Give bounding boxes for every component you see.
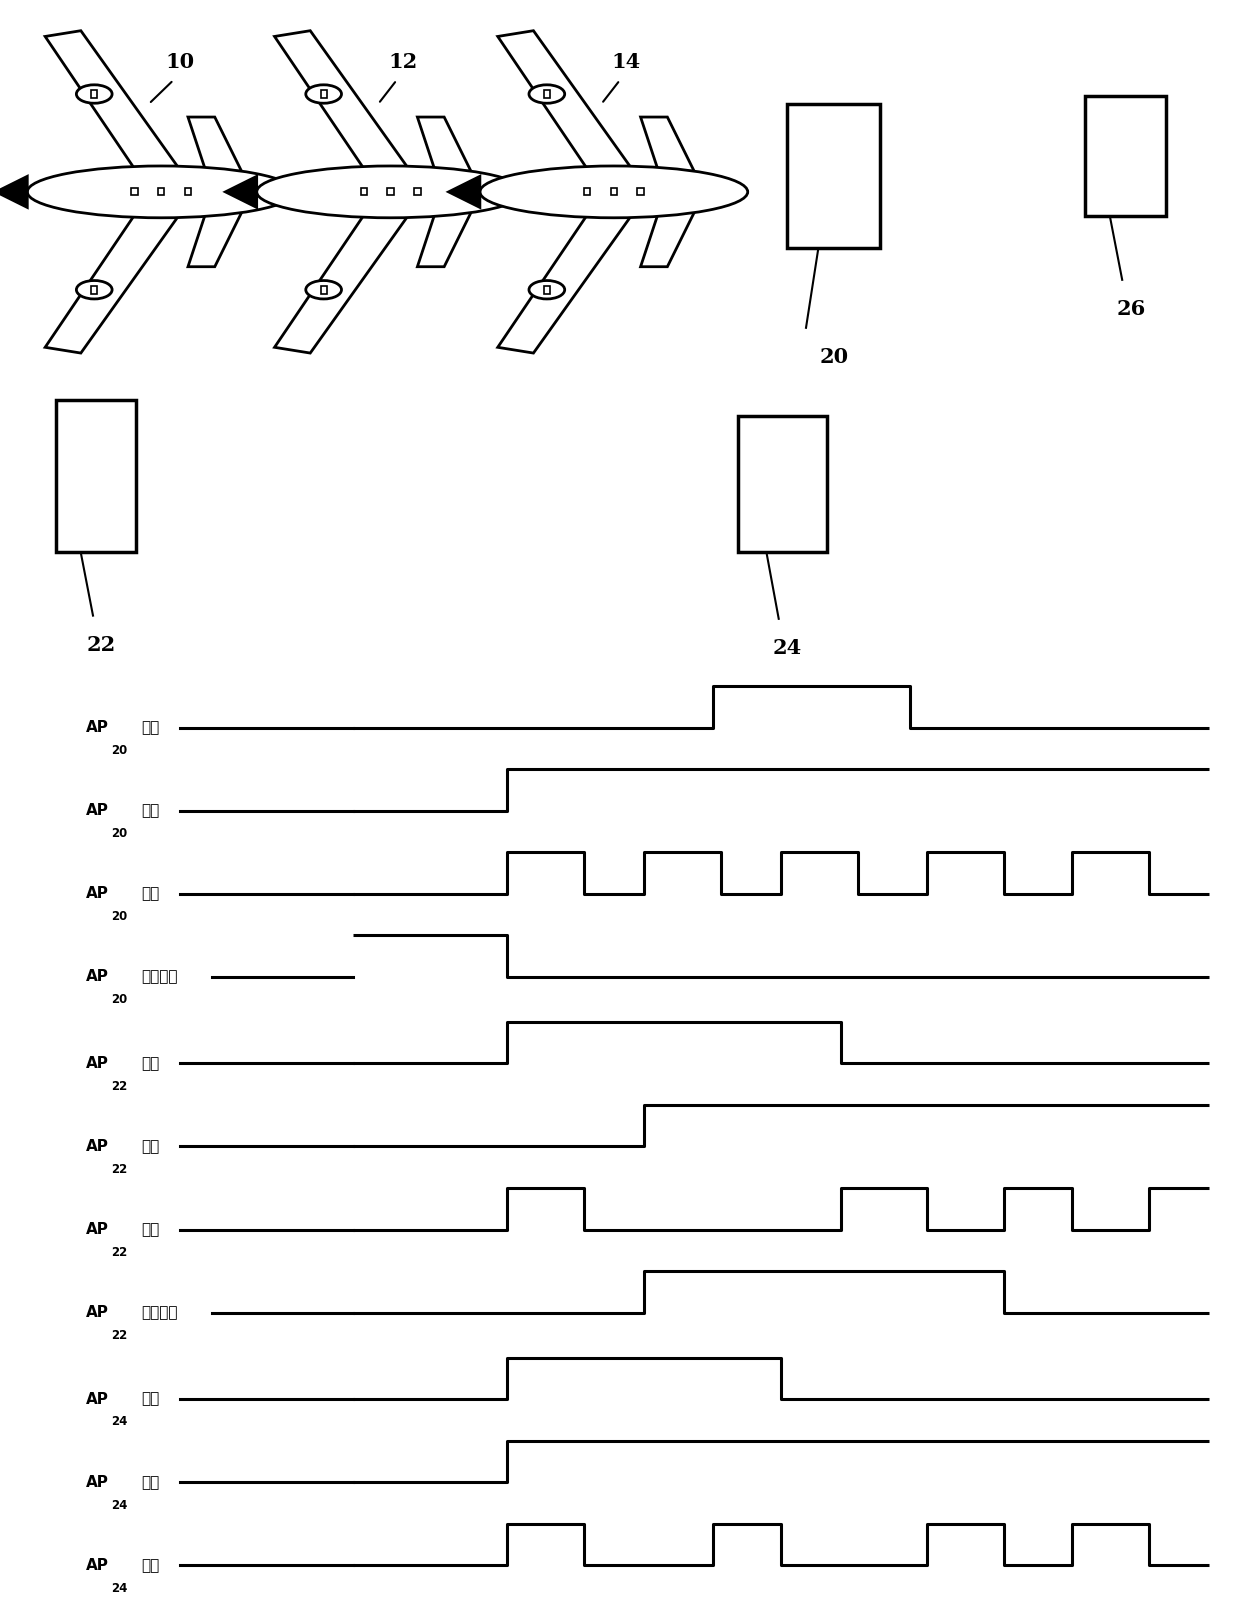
Text: AP: AP: [87, 1305, 109, 1321]
Text: 22: 22: [87, 635, 117, 656]
Text: AP: AP: [87, 1391, 109, 1407]
Bar: [320, 286, 327, 294]
Bar: [56, 400, 136, 552]
Polygon shape: [641, 213, 694, 267]
Bar: [543, 286, 551, 294]
Text: AP: AP: [87, 1055, 109, 1071]
Text: 20: 20: [820, 347, 849, 368]
Text: 工场: 工场: [141, 803, 160, 819]
Text: 机组: 机组: [141, 886, 160, 902]
Ellipse shape: [529, 85, 564, 104]
Bar: [738, 416, 827, 552]
Polygon shape: [641, 117, 694, 171]
Bar: [1085, 96, 1166, 216]
Ellipse shape: [77, 85, 112, 104]
Text: 20: 20: [112, 993, 128, 1006]
Text: AP: AP: [87, 886, 109, 902]
Polygon shape: [45, 216, 179, 353]
Text: 22: 22: [112, 1079, 128, 1092]
Bar: [320, 90, 327, 98]
Text: 24: 24: [112, 1498, 128, 1511]
Polygon shape: [188, 117, 242, 171]
Bar: [91, 90, 98, 98]
Ellipse shape: [480, 166, 748, 217]
Polygon shape: [497, 30, 631, 168]
Text: 12: 12: [388, 51, 418, 72]
Text: 22: 22: [112, 1329, 128, 1342]
Polygon shape: [274, 216, 408, 353]
Bar: [543, 90, 551, 98]
Text: AP: AP: [87, 1474, 109, 1490]
Polygon shape: [418, 117, 471, 171]
Text: 备用飞机: 备用飞机: [141, 969, 177, 985]
Text: 20: 20: [112, 744, 128, 756]
Text: 机组: 机组: [141, 1222, 160, 1238]
Text: 14: 14: [611, 51, 641, 72]
Bar: [91, 286, 98, 294]
Text: 24: 24: [112, 1415, 128, 1428]
Polygon shape: [45, 30, 179, 168]
Bar: [157, 189, 165, 195]
Ellipse shape: [77, 280, 112, 299]
Bar: [361, 189, 367, 195]
Text: 零件: 零件: [141, 720, 160, 736]
Bar: [637, 189, 644, 195]
Text: 机组: 机组: [141, 1557, 160, 1573]
Text: AP: AP: [87, 720, 109, 736]
Text: AP: AP: [87, 1222, 109, 1238]
Text: 24: 24: [773, 638, 802, 659]
Ellipse shape: [306, 280, 341, 299]
Ellipse shape: [306, 85, 341, 104]
Text: 26: 26: [1116, 299, 1146, 320]
Text: 22: 22: [112, 1246, 128, 1258]
Polygon shape: [449, 176, 480, 208]
Polygon shape: [418, 213, 471, 267]
Ellipse shape: [257, 166, 525, 217]
Bar: [787, 104, 880, 248]
Bar: [185, 189, 191, 195]
Text: 10: 10: [165, 51, 195, 72]
Text: 备用飞机: 备用飞机: [141, 1305, 177, 1321]
Text: 24: 24: [112, 1581, 128, 1594]
Text: AP: AP: [87, 1138, 109, 1154]
Text: 工场: 工场: [141, 1474, 160, 1490]
Text: 零件: 零件: [141, 1055, 160, 1071]
Ellipse shape: [27, 166, 295, 217]
Polygon shape: [0, 176, 27, 208]
Bar: [131, 189, 138, 195]
Text: 22: 22: [112, 1162, 128, 1175]
Text: AP: AP: [87, 969, 109, 985]
Text: 零件: 零件: [141, 1391, 160, 1407]
Polygon shape: [274, 30, 408, 168]
Text: AP: AP: [87, 803, 109, 819]
Bar: [414, 189, 420, 195]
Text: 20: 20: [112, 910, 128, 923]
Text: AP: AP: [87, 1557, 109, 1573]
Bar: [584, 189, 590, 195]
Polygon shape: [188, 213, 242, 267]
Polygon shape: [226, 176, 257, 208]
Bar: [387, 189, 394, 195]
Bar: [610, 189, 618, 195]
Ellipse shape: [529, 280, 564, 299]
Text: 20: 20: [112, 827, 128, 839]
Text: 工场: 工场: [141, 1138, 160, 1154]
Polygon shape: [497, 216, 631, 353]
